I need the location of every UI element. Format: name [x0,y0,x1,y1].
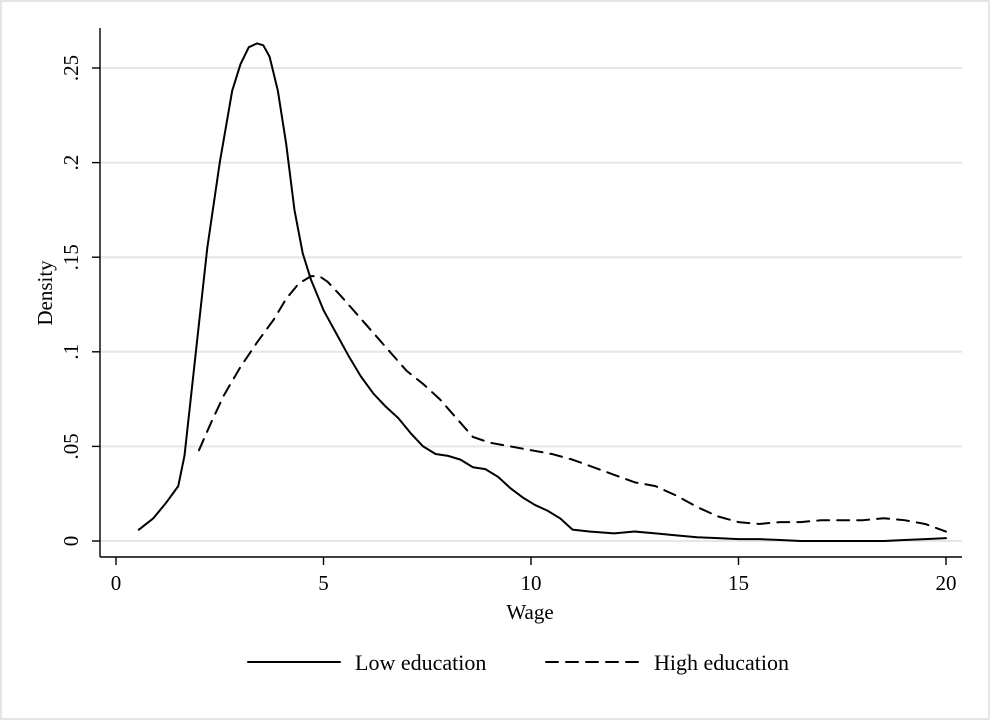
x-tick-label: 5 [318,571,329,595]
y-tick-label: 0 [59,536,83,547]
y-tick-label: .2 [59,155,83,171]
x-tick-label: 20 [936,571,957,595]
x-axis-title: Wage [506,600,553,624]
x-tick-label: 15 [728,571,749,595]
x-tick-label: 10 [521,571,542,595]
series-lines [137,42,947,542]
low-education-density-line [137,42,947,542]
legend: Low education High education [247,650,789,675]
y-axis-title: Density [33,260,57,326]
y-tick-label: .1 [59,344,83,360]
y-tick-label: .15 [59,244,83,270]
axes: 0 .05 .1 .15 .2 .25 0 5 10 15 20 [59,28,962,595]
legend-low-education-label: Low education [355,650,486,675]
y-tick-label: .25 [59,55,83,81]
x-tick-label: 0 [111,571,122,595]
high-education-density-line [198,275,947,533]
gridlines [100,67,962,542]
legend-high-education-label: High education [654,650,789,675]
y-tick-label: .05 [59,433,83,459]
